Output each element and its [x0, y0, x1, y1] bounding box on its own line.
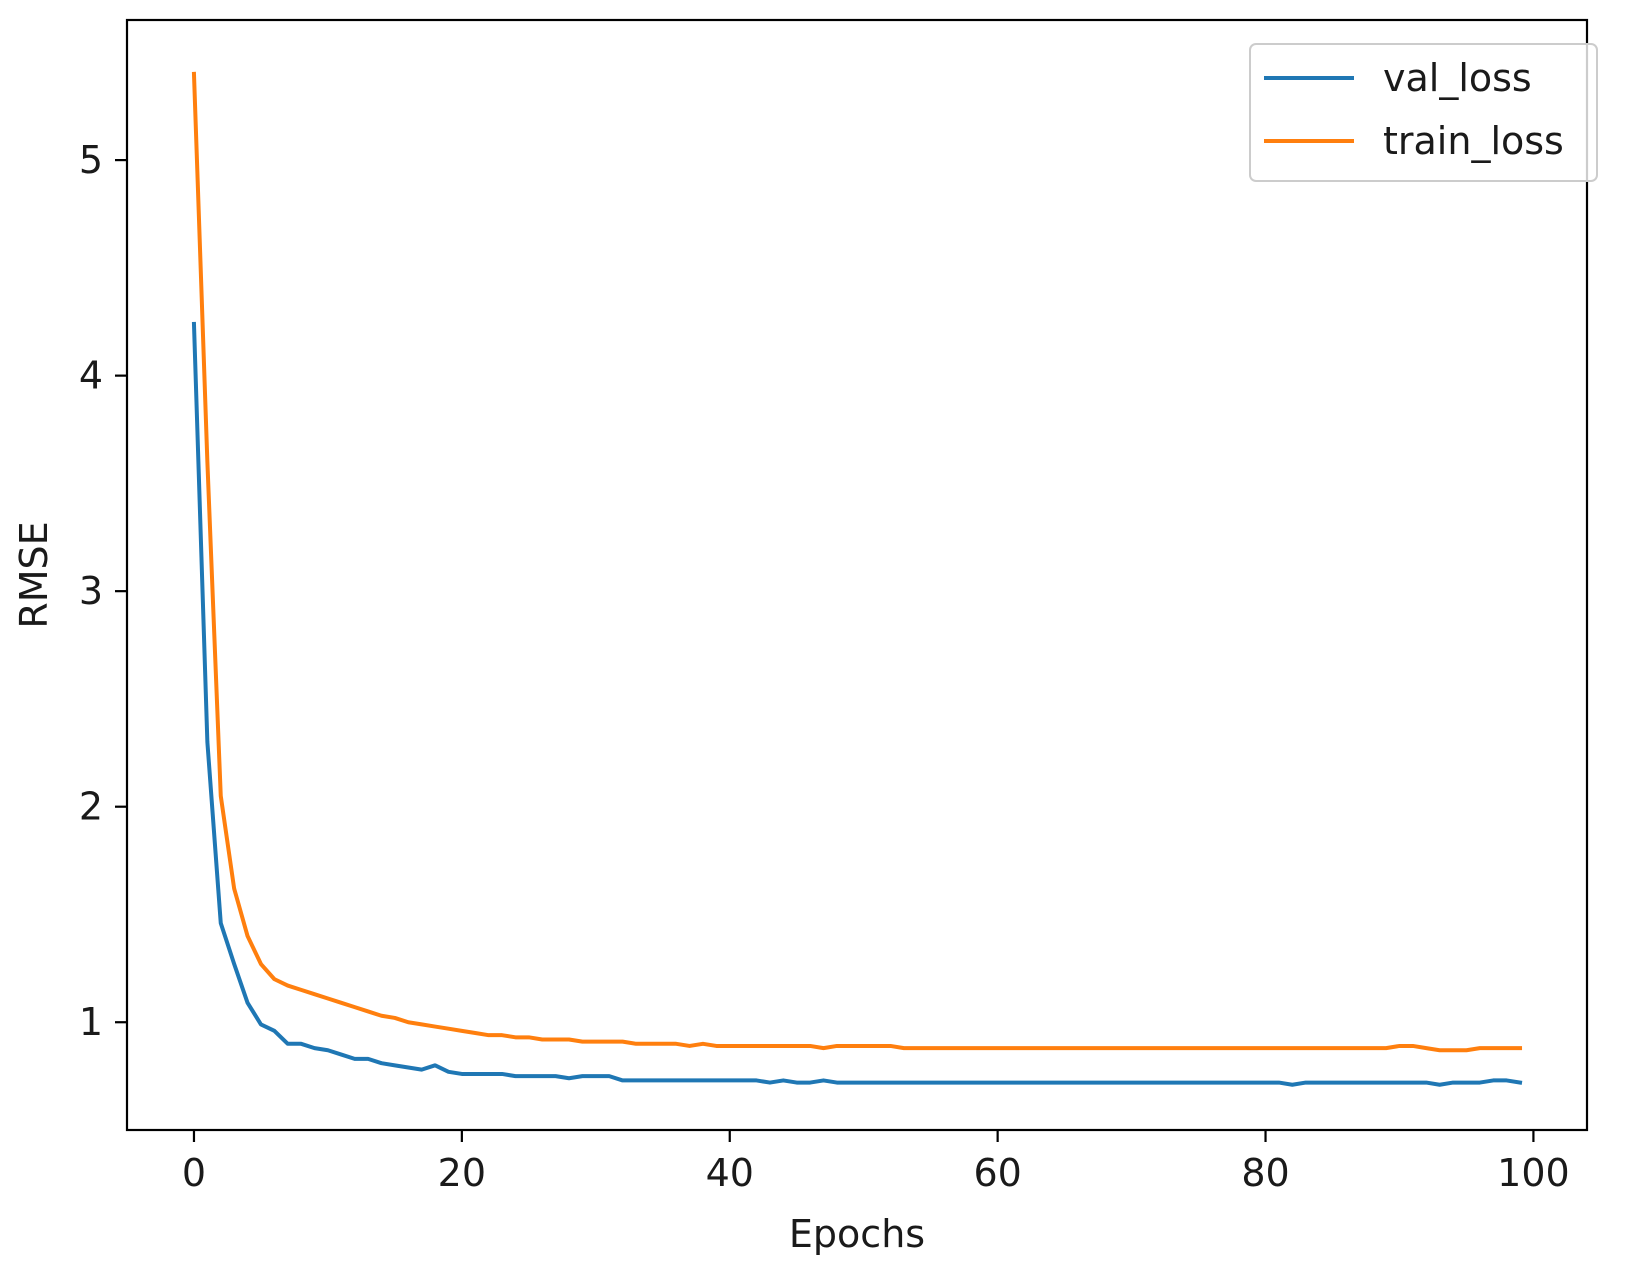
- legend: val_loss train_loss: [1249, 43, 1598, 182]
- series-lines: [191, 71, 1523, 1087]
- plot-frame: [125, 18, 1589, 1132]
- y-tick-label: 5: [79, 138, 103, 182]
- x-tick-label: 100: [1497, 1151, 1570, 1195]
- y-tick-label: 3: [79, 569, 103, 613]
- y-axis-ticks: 1 2 3 4 5: [79, 138, 127, 1044]
- x-tick-label: 0: [182, 1151, 206, 1195]
- x-tick-label: 20: [438, 1151, 486, 1195]
- x-tick-label: 60: [973, 1151, 1021, 1195]
- x-axis-ticks: 0 20 40 60 80 100: [182, 1130, 1570, 1195]
- x-tick-label: 80: [1241, 1151, 1289, 1195]
- x-tick-label: 40: [706, 1151, 754, 1195]
- series-line-train-loss: [191, 71, 1523, 1053]
- legend-items: val_loss train_loss: [1264, 56, 1564, 163]
- y-tick-label: 4: [79, 354, 103, 398]
- y-axis-label: RMSE: [12, 521, 56, 628]
- x-axis-label: Epochs: [789, 1212, 925, 1256]
- series-line-val-loss: [191, 321, 1523, 1087]
- legend-label-val-loss: val_loss: [1383, 56, 1532, 100]
- y-tick-label: 2: [79, 785, 103, 829]
- y-tick-label: 1: [79, 1000, 103, 1044]
- legend-label-train-loss: train_loss: [1383, 119, 1564, 163]
